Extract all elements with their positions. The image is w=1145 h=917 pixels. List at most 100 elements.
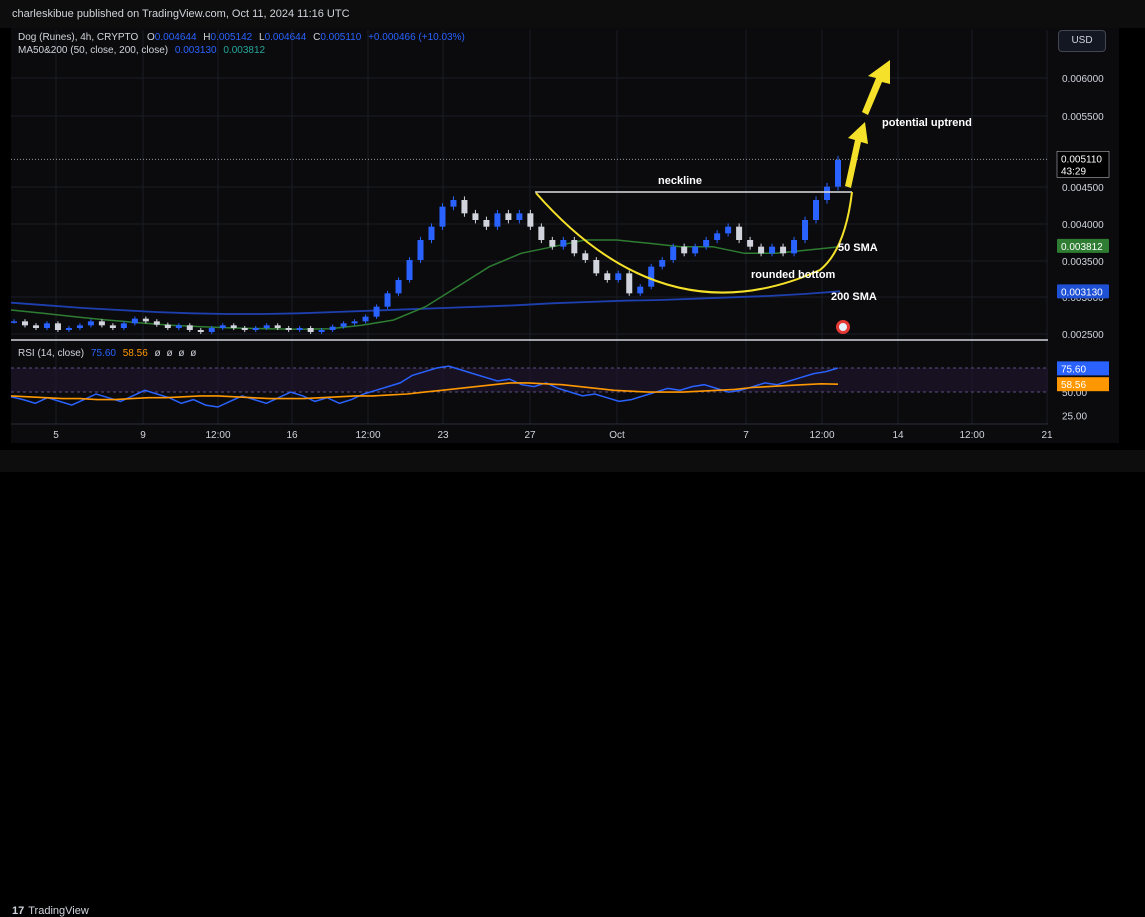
candle-body [483, 220, 490, 227]
price-tick-label: 0.005500 [1062, 112, 1104, 123]
candle-body [670, 246, 677, 260]
candle-body [43, 323, 50, 328]
low-label: L [259, 32, 265, 43]
tradingview-logo-mark: 17 [12, 905, 25, 917]
time-tick-label: 21 [1041, 430, 1053, 441]
sma200-badge-value: 0.003130 [1061, 287, 1103, 298]
candle-body [219, 325, 226, 328]
candle-body [417, 240, 424, 260]
candle-body [54, 323, 61, 330]
candle-body [604, 273, 611, 280]
candle-body [318, 330, 325, 332]
candle-body [296, 328, 303, 330]
current-price-badge [1056, 151, 1110, 178]
rsi-legend: RSI (14, close) 75.60 58.56 ø ø ø ø [18, 348, 196, 359]
current-price-value: 0.005110 [1061, 154, 1102, 165]
low-value: 0.004644 [264, 32, 307, 43]
candle-body [461, 200, 468, 214]
close-label: C [313, 32, 321, 43]
candle-body [725, 226, 732, 234]
candle-body [230, 325, 237, 328]
ma50-value: 0.003812 [223, 45, 266, 56]
candle-body [208, 328, 215, 332]
time-tick-label: 9 [140, 430, 146, 441]
uptrend-arrow-large [862, 60, 890, 115]
candle-body [395, 280, 402, 294]
rsi-badge-value: 75.60 [1061, 364, 1086, 375]
uptrend-arrow-small [845, 122, 868, 188]
candle-body [153, 321, 160, 325]
candle-body [307, 328, 314, 332]
price-chart[interactable]: neckline potential uptrend rounded botto… [0, 0, 1145, 472]
neckline-label: neckline [658, 175, 702, 187]
candle-body [736, 226, 743, 240]
rsi-ma-value: 58.56 [122, 348, 148, 359]
rsi-ma-line [10, 382, 839, 401]
symbol-name: Dog (Runes), 4h, CRYPTO [18, 32, 139, 43]
candle-body [406, 260, 413, 280]
candle-body [87, 321, 94, 326]
candle-body [714, 233, 721, 240]
sma200-label: 200 SMA [831, 291, 877, 303]
potential-uptrend-label: potential uptrend [882, 117, 972, 129]
change-value: +0.000466 (+10.03%) [368, 32, 465, 43]
time-tick-label: 27 [524, 430, 536, 441]
currency-button[interactable]: USD [1058, 30, 1106, 52]
close-value: 0.005110 [320, 32, 362, 43]
candle-body [780, 246, 787, 254]
candle-body [197, 330, 204, 332]
rounded-bottom-curve [535, 191, 853, 294]
candle-body [802, 220, 809, 240]
candle-body [637, 286, 644, 294]
candle-body [340, 323, 347, 327]
rsi-placeholder: ø [154, 348, 161, 359]
rsi_ma-badge [1057, 377, 1109, 392]
candle-body [362, 316, 369, 322]
rsi-band [11, 368, 1048, 392]
sma50-label: 50 SMA [838, 242, 878, 254]
price-legend: Dog (Runes), 4h, CRYPTO O0.004644 H0.005… [18, 32, 465, 43]
candle-body [450, 200, 457, 207]
candle-body [351, 321, 358, 324]
candle-body [32, 325, 39, 328]
rsi_ma-badge-value: 58.56 [1061, 380, 1086, 391]
candle-body [329, 326, 336, 330]
candle-body [824, 186, 831, 200]
candle-body [252, 328, 259, 330]
rsi-placeholder: ø [178, 348, 185, 359]
time-tick-label: 12:00 [809, 430, 834, 441]
candle-body [747, 240, 754, 247]
event-flag-icon[interactable] [836, 320, 850, 334]
sma200-line [10, 290, 841, 315]
open-label: O [147, 32, 155, 43]
candle-body [560, 240, 567, 247]
candle-body [142, 318, 149, 322]
candle-body [373, 306, 380, 317]
price-tick-label: 0.006000 [1062, 74, 1104, 85]
price-tick-label: 0.003000 [1062, 293, 1104, 304]
candle-body [76, 325, 83, 328]
candle-body [538, 226, 545, 240]
time-tick-label: 12:00 [355, 430, 380, 441]
high-label: H [203, 32, 211, 43]
time-tick-label: 12:00 [959, 430, 984, 441]
tradingview-logo-text: TradingView [28, 905, 89, 917]
candle-body [472, 213, 479, 220]
candle-body [681, 246, 688, 254]
rsi-badges: 75.60 58.56 [1057, 361, 1109, 392]
price-tick-label: 0.002500 [1062, 330, 1104, 341]
countdown-value: 43:29 [1061, 166, 1086, 177]
rsi-label: RSI (14, close) [18, 348, 85, 359]
sma200-price-badge [1057, 284, 1109, 299]
candle-body [274, 325, 281, 328]
candle-body [626, 273, 633, 294]
candle-body [186, 325, 193, 330]
rsi-tick-label: 25.00 [1062, 411, 1087, 422]
rsi-line [10, 365, 839, 408]
high-value: 0.005142 [210, 32, 253, 43]
candle-body [131, 318, 138, 324]
rounded-bottom-label: rounded bottom [751, 269, 836, 281]
bottom-bar: 17 TradingView [0, 450, 1145, 917]
rsi-value: 75.60 [90, 348, 116, 359]
